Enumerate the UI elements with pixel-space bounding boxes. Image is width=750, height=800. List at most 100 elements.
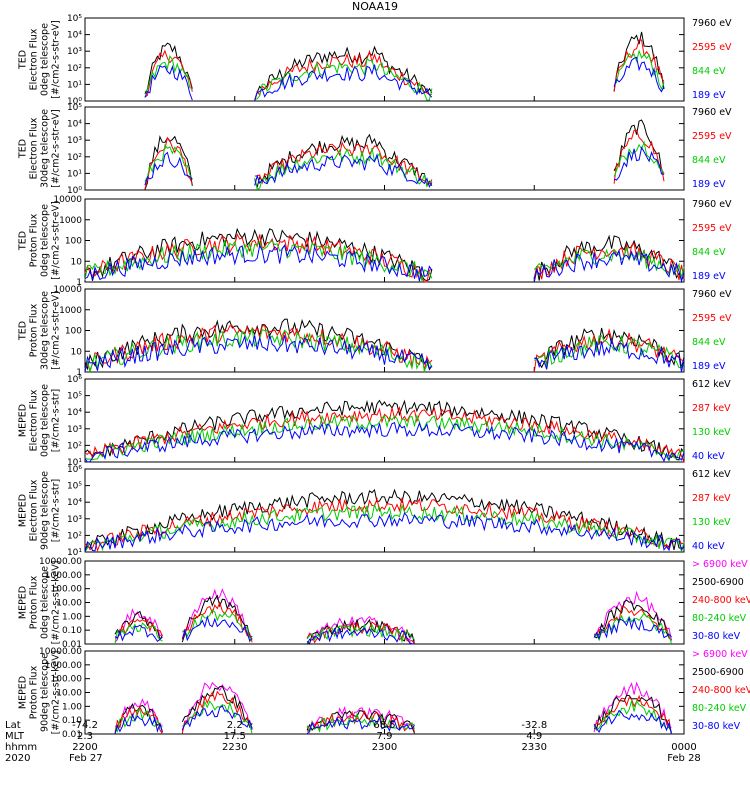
- y-axis-label: [#/cm2-s-str-eV]: [51, 20, 62, 99]
- y-tick-label: 1: [76, 368, 82, 378]
- y-tick-label: 10²: [67, 441, 82, 451]
- y-axis-label: Proton Flux: [29, 213, 40, 267]
- x-tick-mlt: 4.9: [526, 731, 542, 742]
- series-trace: [144, 129, 665, 190]
- y-axis-label: Electron Flux: [29, 389, 40, 451]
- series-trace: [84, 399, 685, 461]
- panel-4: 1 10 100 1000 10000 TED Proton Flux 30deg teles…: [18, 285, 733, 378]
- legend-entry: 2595 eV: [692, 223, 732, 234]
- y-tick-label: 100.00: [51, 675, 83, 685]
- series-trace: [114, 699, 672, 735]
- legend-entry: 40 keV: [692, 451, 725, 462]
- y-tick-label: 100.00: [51, 585, 83, 595]
- y-tick-label: 1.00: [62, 702, 82, 712]
- series-trace: [84, 421, 685, 463]
- series-trace: [144, 119, 665, 191]
- legend-entry: 240-800 keV: [692, 595, 750, 606]
- x-tick-hhmm: 2330: [522, 742, 547, 753]
- y-tick-label: 10²: [67, 153, 82, 163]
- y-tick-label: 10⁰: [67, 97, 82, 107]
- y-axis-label: 90deg telescope: [40, 471, 51, 550]
- y-tick-label: 10⁵: [67, 392, 82, 402]
- legend-entry: 287 keV: [692, 493, 731, 504]
- panel-5: 10¹ 10² 10³ 10⁴ 10⁵ 10⁶ MEPED Electron Flux 0deg…: [18, 375, 732, 468]
- legend-entry: 844 eV: [692, 247, 726, 258]
- y-tick-label: 10⁴: [67, 31, 82, 41]
- panel-frame: [84, 378, 685, 463]
- y-tick-label: 10⁴: [67, 498, 82, 508]
- legend-entry: 40 keV: [692, 541, 725, 552]
- panel-1: 10⁰ 10¹ 10² 10³ 10⁴ 10⁵ TED Electron Flux 0deg t…: [18, 14, 733, 107]
- legend-entry: 130 keV: [692, 517, 731, 528]
- legend-entry: 7960 eV: [692, 199, 732, 210]
- y-tick-label: 1.00: [62, 612, 82, 622]
- legend-entry: 189 eV: [692, 90, 726, 101]
- y-axis-label: MEPED: [18, 586, 29, 619]
- series-trace: [84, 233, 685, 283]
- series-trace: [84, 496, 685, 552]
- y-axis-label: MEPED: [18, 494, 29, 527]
- y-axis-label: 30deg telescope: [40, 109, 51, 188]
- legend-entry: 2595 eV: [692, 131, 732, 142]
- legend-entry: 189 eV: [692, 361, 726, 372]
- panel-frame: [84, 560, 685, 645]
- series-trace: [84, 243, 685, 284]
- y-tick-label: 0.10: [62, 716, 82, 726]
- y-tick-label: 10⁵: [67, 103, 82, 113]
- y-tick-label: 10⁴: [67, 120, 82, 130]
- y-tick-label: 10.00: [56, 689, 82, 699]
- legend-entry: 612 keV: [692, 469, 731, 480]
- y-axis-label: TED: [18, 50, 29, 70]
- y-tick-label: 10000: [53, 285, 82, 295]
- y-tick-label: 0.01: [62, 640, 82, 650]
- legend-entry: 2500-6900: [692, 577, 744, 588]
- y-axis-label: Proton Flux: [29, 303, 40, 357]
- series-trace: [84, 414, 685, 462]
- y-tick-label: 10000.00: [39, 557, 82, 567]
- y-tick-label: 10000.00: [39, 647, 82, 657]
- y-axis-label: TED: [18, 139, 29, 159]
- series-trace: [144, 31, 665, 101]
- y-axis-label: 0deg telescope: [40, 23, 51, 96]
- series-trace: [114, 690, 672, 735]
- legend-entry: 844 eV: [692, 337, 726, 348]
- legend-entry: 130 keV: [692, 427, 731, 438]
- x-row-label: 2020: [5, 753, 30, 764]
- x-tick-hhmm: 2230: [222, 742, 247, 753]
- x-start-date: Feb 27: [69, 753, 103, 764]
- y-tick-label: 10¹: [67, 169, 82, 179]
- series-trace: [114, 705, 672, 735]
- y-axis-label: Electron Flux: [29, 28, 40, 90]
- legend-entry: 612 keV: [692, 379, 731, 390]
- series-trace: [114, 594, 672, 645]
- y-tick-label: 0.01: [62, 730, 82, 740]
- y-tick-label: 10⁴: [67, 408, 82, 418]
- y-axis-label: 0deg telescope: [40, 204, 51, 277]
- y-tick-label: 100: [65, 237, 82, 247]
- series-trace: [84, 334, 685, 373]
- y-axis-label: [#/cm2-s-str-keV]: [51, 561, 62, 645]
- panel-8: 0.01 0.10 1.00 10.00 100.00 1000.00 10000.00 ME…: [18, 647, 750, 740]
- y-tick-label: 10⁶: [67, 375, 82, 385]
- y-tick-label: 10.00: [56, 599, 82, 609]
- x-tick-hhmm: 2300: [372, 742, 397, 753]
- y-tick-label: 1: [76, 278, 82, 288]
- series-trace: [114, 681, 672, 734]
- y-tick-label: 10⁰: [67, 186, 82, 196]
- x-tick-lat: -74.2: [72, 720, 98, 731]
- x-row-label: hhmm: [5, 742, 37, 753]
- y-tick-label: 10³: [67, 515, 82, 525]
- y-tick-label: 10¹: [67, 80, 82, 90]
- series-trace: [144, 39, 665, 101]
- legend-entry: 189 eV: [692, 179, 726, 190]
- x-tick-mlt: 17.5: [224, 731, 246, 742]
- y-tick-label: 10⁵: [67, 482, 82, 492]
- y-axis-label: MEPED: [18, 404, 29, 437]
- series-trace: [84, 512, 685, 553]
- y-axis-label: [#/cm2-s-str-eV]: [51, 291, 62, 370]
- panel-frame: [84, 288, 685, 373]
- y-tick-label: 1000.00: [45, 571, 82, 581]
- y-tick-label: 10³: [67, 136, 82, 146]
- series-trace: [114, 588, 672, 643]
